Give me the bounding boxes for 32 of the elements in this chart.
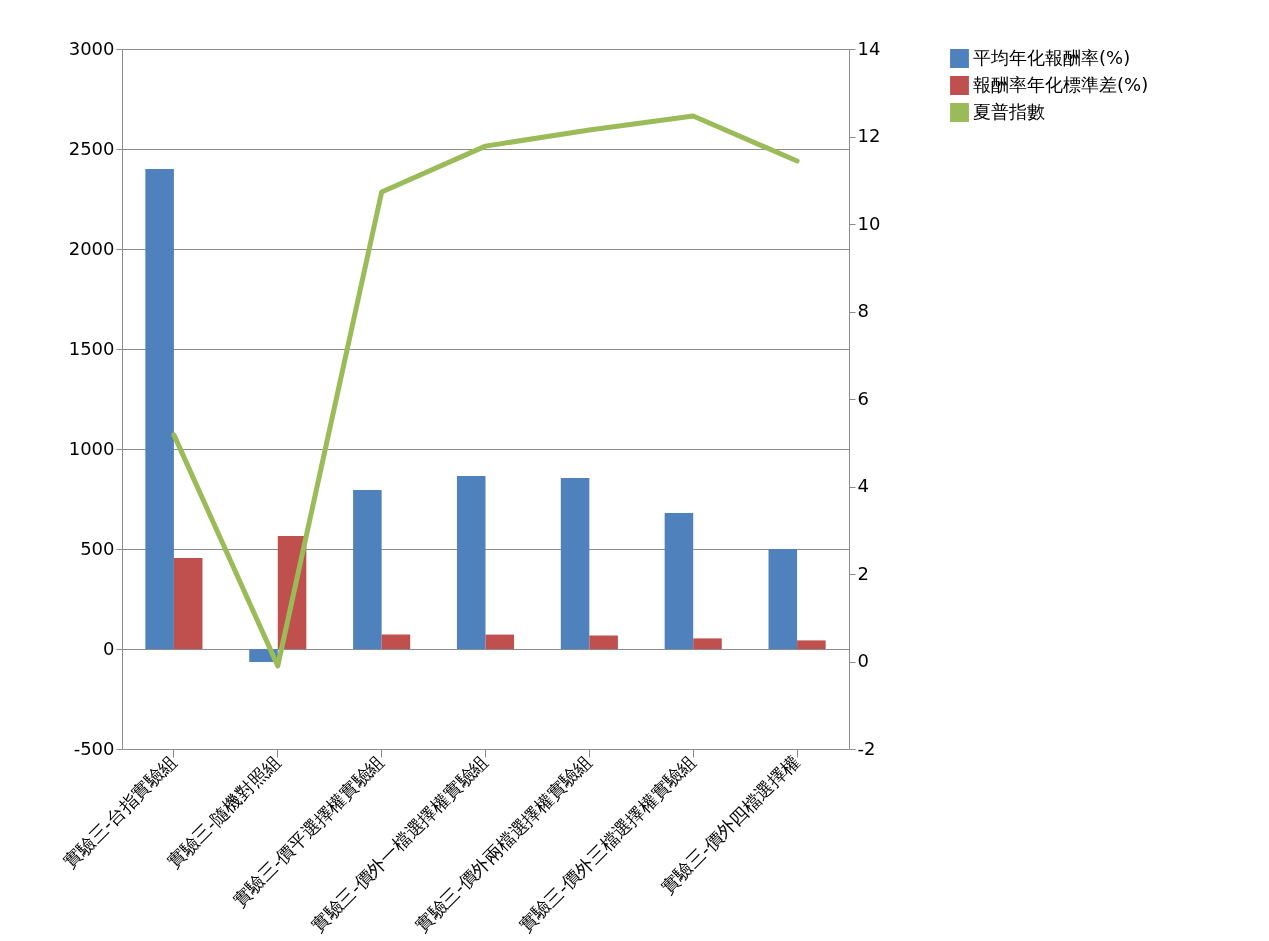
bar (560, 478, 590, 649)
y2-tick-label: 4 (857, 475, 869, 496)
bar (145, 169, 174, 649)
y2-tick-label: 0 (857, 650, 869, 671)
bar (664, 513, 694, 649)
y-tick-label: 3000 (68, 37, 115, 59)
y-tick-label: 0 (103, 637, 115, 659)
legend-label: 平均年化報酬率(%) (973, 46, 1131, 68)
y-tick-label: 1500 (68, 337, 115, 359)
bar (589, 635, 618, 649)
y2-tick-label: 8 (857, 300, 869, 321)
y2-tick-label: 12 (857, 125, 881, 146)
y-tick-label: 1000 (68, 437, 115, 459)
bar (173, 558, 203, 649)
bar (485, 634, 515, 649)
bar (797, 640, 826, 649)
bar (381, 634, 411, 649)
bar (693, 638, 722, 649)
y-tick-label: 2000 (68, 237, 115, 259)
y-tick-label: -500 (73, 737, 115, 759)
y2-tick-label: 10 (857, 212, 881, 234)
y-tick-label: 2500 (68, 137, 115, 159)
y2-tick-label: 6 (857, 387, 869, 409)
y2-tick-label: 14 (857, 37, 881, 59)
y-tick-label: 500 (80, 537, 115, 559)
legend-label: 夏普指數 (973, 100, 1045, 122)
y2-tick-label: -2 (857, 737, 876, 759)
legend-label: 報酬率年化標準差(%) (973, 73, 1149, 95)
bar (456, 476, 486, 649)
bar (353, 490, 382, 649)
bar (768, 549, 798, 649)
y2-tick-label: 2 (857, 562, 869, 584)
